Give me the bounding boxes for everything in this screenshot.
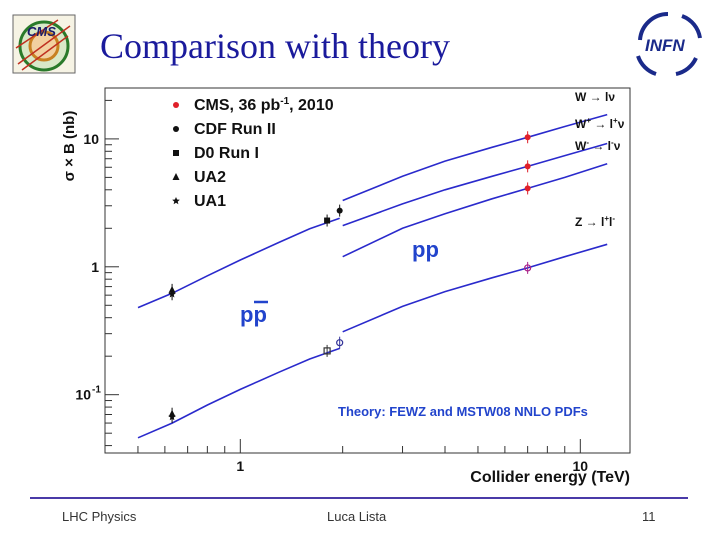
curve-label-sup: + <box>613 116 618 125</box>
data-point <box>168 290 176 298</box>
theory-curve <box>342 113 608 202</box>
curve-label: W → lν <box>575 90 615 104</box>
curve-label-part: Z → l <box>575 215 604 229</box>
y-tick-label: 1 <box>91 259 99 275</box>
curve-label: W+ → l+ν <box>575 116 625 131</box>
curve-label-sup: - <box>586 138 589 147</box>
footer-course: LHC Physics <box>62 509 137 524</box>
curve-label-part: W → lν <box>575 90 615 104</box>
theory-curves <box>137 113 608 439</box>
curve-label-part: ν <box>618 117 625 131</box>
legend-marker <box>172 173 180 180</box>
curve-label-part: l <box>609 215 612 229</box>
curve-label-sup: - <box>611 138 614 147</box>
curve-label-part: ν <box>614 139 621 153</box>
plot-frame <box>104 87 631 454</box>
curve-label-part: → l <box>591 117 613 131</box>
legend: CMS, 36 pb-1, 2010 CDF Run II D0 Run I UA2 U… <box>172 96 334 210</box>
data-point <box>524 163 531 170</box>
theory-curve <box>342 243 608 333</box>
legend-label-exponent: -1 <box>280 96 289 107</box>
theory-curve <box>342 162 608 258</box>
legend-label: UA1 <box>194 193 226 210</box>
data-markers <box>168 131 532 423</box>
footer-page-number: 11 <box>642 509 656 524</box>
curve-label-part: → l <box>589 139 611 153</box>
theory-curve <box>137 347 340 439</box>
curve-labels: W → lνW+ → l+νW- → l-νZ → l+l- <box>575 90 625 229</box>
x-tick-label: 10 <box>573 458 589 474</box>
curve-label: W- → l-ν <box>575 138 621 153</box>
curve-label-sup: + <box>604 214 609 223</box>
infn-logo-text: INFN <box>645 36 685 55</box>
legend-marker <box>173 102 179 108</box>
data-point <box>323 347 331 355</box>
curve-label: Z → l+l- <box>575 214 615 229</box>
curve-label-sup: + <box>586 116 591 125</box>
legend-marker <box>172 197 180 205</box>
legend-label: CDF Run II <box>194 121 276 138</box>
footer-divider <box>30 497 688 499</box>
legend-label: UA2 <box>194 169 226 186</box>
data-point <box>324 217 331 224</box>
cms-logo-text: CMS <box>27 24 56 39</box>
infn-logo: INFN <box>630 10 706 78</box>
x-axis-label: Collider energy (TeV) <box>470 469 630 486</box>
legend-label-suffix: , 2010 <box>289 97 334 114</box>
y-tick-label-exponent: -1 <box>92 385 101 396</box>
x-tick-label: 1 <box>236 458 244 474</box>
curve-label-part: W <box>575 117 587 131</box>
ppbar-region-label: pp <box>240 300 268 327</box>
y-tick-label: 10 <box>83 131 99 147</box>
pp-region-label: pp <box>412 237 439 262</box>
legend-marker <box>173 126 179 132</box>
footer-author: Luca Lista <box>327 509 387 524</box>
curve-label-part: W <box>575 139 587 153</box>
data-point <box>524 264 532 272</box>
data-point <box>336 339 344 347</box>
curve-label-sup: - <box>612 214 615 223</box>
legend-label: CMS, 36 pb-1, 2010 <box>194 96 334 114</box>
y-tick-label: 10 <box>75 387 91 403</box>
data-point <box>168 412 176 421</box>
data-point <box>524 185 531 192</box>
y-axis-label: σ × B (nb) <box>61 111 78 182</box>
data-point <box>524 134 531 141</box>
legend-marker <box>173 150 179 156</box>
chart-container: 10 -1 1 10 1 10 σ × B (nb) Collider energy (T… <box>60 84 660 498</box>
theory-note: Theory: FEWZ and MSTW08 NNLO PDFs <box>338 404 588 419</box>
theory-curve <box>342 142 608 227</box>
cms-logo: CMS <box>12 14 76 74</box>
slide-title: Comparison with theory <box>100 26 450 66</box>
data-point <box>336 207 343 214</box>
ppbar-region-text: pp <box>240 302 267 327</box>
legend-label: D0 Run I <box>194 145 259 162</box>
